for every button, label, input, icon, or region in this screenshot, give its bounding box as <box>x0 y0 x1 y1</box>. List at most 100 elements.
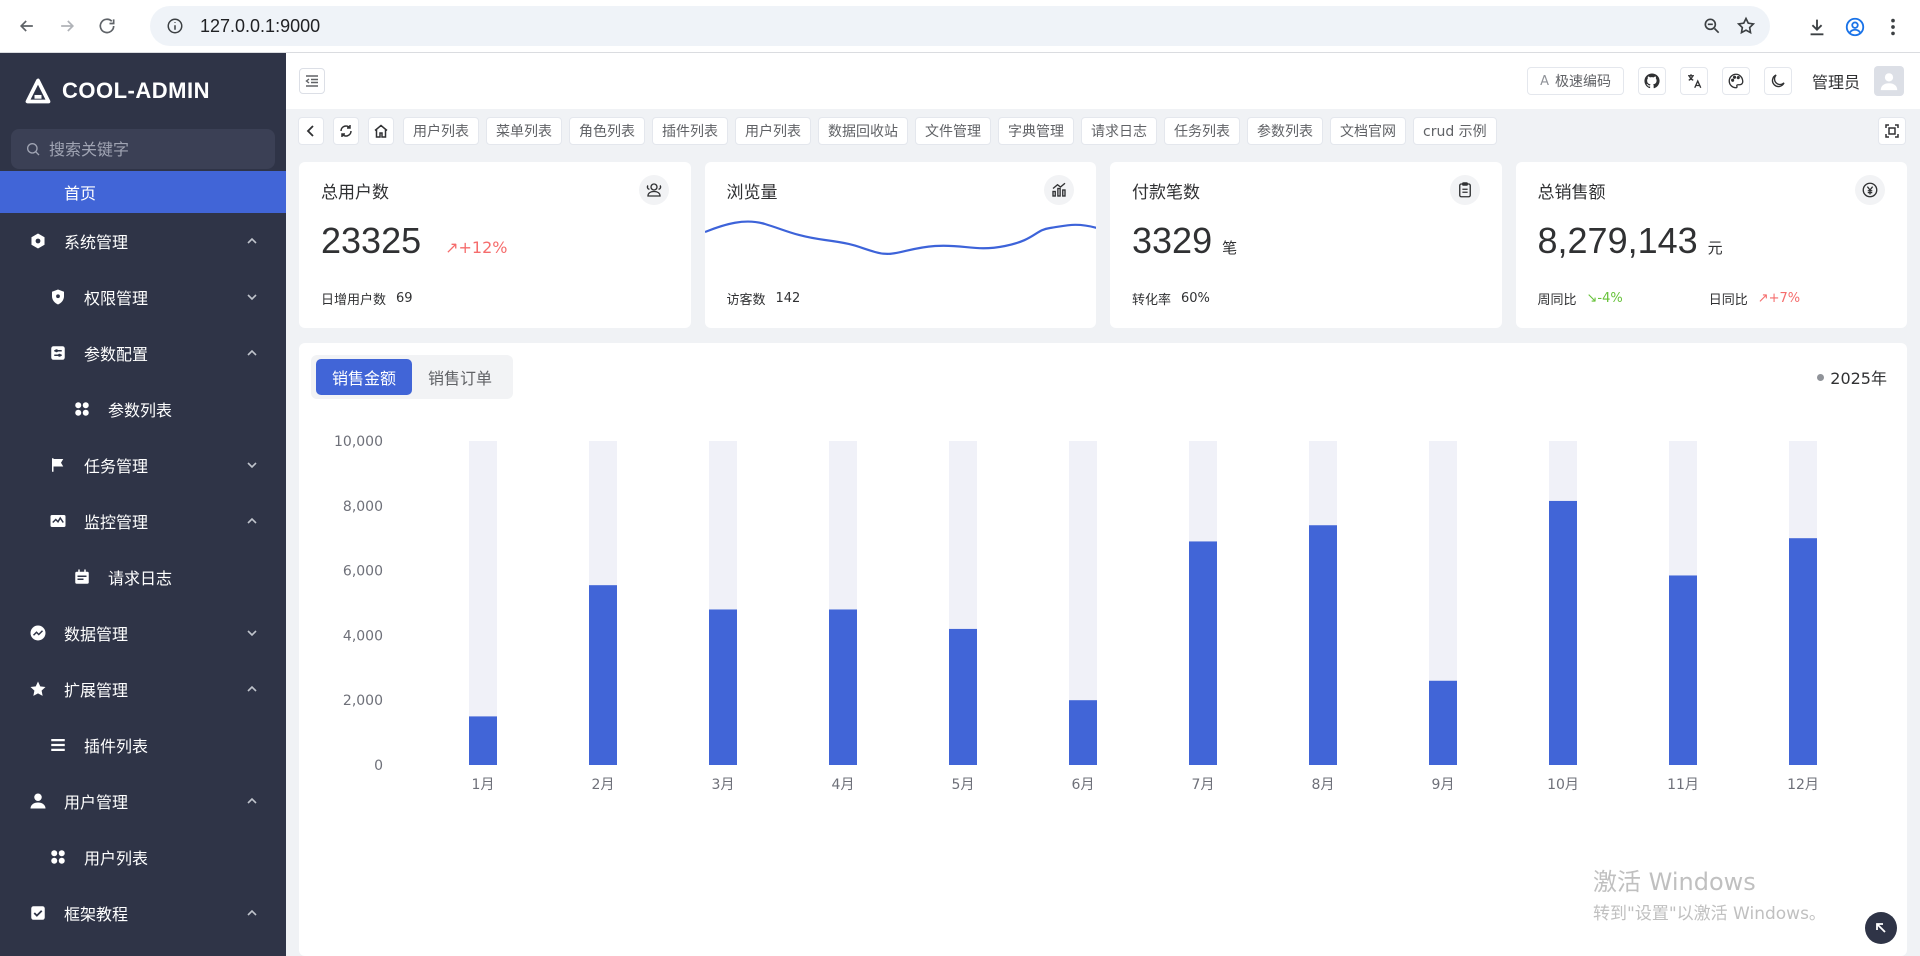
sidebar-item-users[interactable]: 用户管理 <box>0 773 286 829</box>
theme-color-button[interactable] <box>1721 67 1750 95</box>
tab-user-list-2[interactable]: 用户列表 <box>735 117 811 145</box>
refresh-icon <box>340 125 352 137</box>
tab-sales-amount[interactable]: 销售金额 <box>316 359 413 395</box>
user-avatar-icon <box>1880 73 1898 91</box>
bar-5月[interactable] <box>949 628 977 765</box>
sidebar-item-user-list[interactable]: 用户列表 <box>0 829 286 885</box>
tab-file-manage[interactable]: 文件管理 <box>915 117 991 145</box>
fast-code-label: 极速编码 <box>1554 74 1611 90</box>
daily-users-label: 日增用户数 <box>321 293 387 308</box>
fullscreen-button[interactable] <box>1878 117 1906 145</box>
year-selector[interactable]: 2025年 <box>1817 365 1887 389</box>
language-button[interactable] <box>1679 67 1708 95</box>
tab-recycle-bin[interactable]: 数据回收站 <box>818 117 908 145</box>
sidebar-item-params-list[interactable]: 参数列表 <box>0 381 286 437</box>
address-bar[interactable]: 127.0.0.1:9000 <box>150 6 1770 46</box>
tab-sales-orders[interactable]: 销售订单 <box>428 369 493 388</box>
tab-menu-list[interactable]: 菜单列表 <box>486 117 562 145</box>
more-menu-icon[interactable] <box>1882 16 1904 38</box>
bar-9月[interactable] <box>1429 680 1457 765</box>
x-tick-label: 3月 <box>712 777 735 793</box>
tab-task-list[interactable]: 任务列表 <box>1164 117 1240 145</box>
chevron-left-icon <box>306 125 314 137</box>
tab-param-list[interactable]: 参数列表 <box>1247 117 1323 145</box>
back-button[interactable] <box>10 9 44 43</box>
sidebar-item-request-log[interactable]: 请求日志 <box>0 549 286 605</box>
y-tick-label: 4,000 <box>343 628 383 644</box>
bar-11月[interactable] <box>1669 575 1697 765</box>
card-page-views: 浏览量 访客数 142 <box>704 162 1096 328</box>
refresh-button[interactable] <box>333 117 359 145</box>
bar-1月[interactable] <box>469 716 497 765</box>
sales-unit: 元 <box>1707 239 1723 257</box>
total-users-value: 23325 <box>321 220 422 261</box>
visitors-value: 142 <box>775 291 801 306</box>
download-icon[interactable] <box>1806 16 1828 38</box>
chevron-up-icon <box>247 349 257 356</box>
sidebar-item-extension[interactable]: 扩展管理 <box>0 661 286 717</box>
tab-plugin-list[interactable]: 插件列表 <box>652 117 728 145</box>
sidebar-item-data[interactable]: 数据管理 <box>0 605 286 661</box>
x-tick-label: 7月 <box>1192 777 1215 793</box>
search-input[interactable] <box>49 139 249 159</box>
year-dot-icon <box>1817 373 1825 381</box>
bar-4月[interactable] <box>829 609 857 765</box>
day-compare-value: ↗+7% <box>1757 291 1801 306</box>
star-icon <box>28 679 48 699</box>
app-logo[interactable]: COOL-ADMIN <box>0 53 286 129</box>
reload-button[interactable] <box>90 9 124 43</box>
github-button[interactable] <box>1637 67 1666 95</box>
top-header: A 极速编码 管理员 <box>286 53 1920 109</box>
forward-button[interactable] <box>50 9 84 43</box>
url-text[interactable]: 127.0.0.1:9000 <box>200 15 321 36</box>
sidebar-item-tutorial[interactable]: 框架教程 <box>0 885 286 941</box>
chevron-down-icon <box>247 294 257 301</box>
info-icon[interactable] <box>166 17 184 35</box>
sidebar-item-label: 权限管理 <box>84 289 149 308</box>
day-compare-label: 日同比 <box>1708 293 1748 308</box>
tabs-prev-button[interactable] <box>298 117 324 145</box>
home-tab-button[interactable] <box>368 117 394 145</box>
stat-cards: 总用户数 23325 ↗+12% 日增用户数 69 浏览量 访客数 <box>299 162 1907 328</box>
clipboard-icon <box>1449 175 1480 205</box>
tab-crud-demo[interactable]: crud 示例 <box>1413 117 1497 145</box>
avatar[interactable] <box>1874 66 1904 96</box>
chevron-up-icon <box>247 909 257 916</box>
sidebar-item-params-config[interactable]: 参数配置 <box>0 325 286 381</box>
sidebar-item-label: 任务管理 <box>84 457 149 476</box>
bookmark-star-icon[interactable] <box>1736 16 1756 36</box>
dark-mode-button[interactable] <box>1763 67 1792 95</box>
conversion-label: 转化率 <box>1132 293 1172 308</box>
bar-6月[interactable] <box>1069 700 1097 765</box>
sidebar-item-home[interactable]: 首页 <box>0 171 286 213</box>
tab-dict-manage[interactable]: 字典管理 <box>998 117 1074 145</box>
tab-role-list[interactable]: 角色列表 <box>569 117 645 145</box>
sidebar-search[interactable] <box>11 129 275 169</box>
sidebar-item-tasks[interactable]: 任务管理 <box>0 437 286 493</box>
chevron-down-icon <box>247 462 257 469</box>
card-title: 总用户数 <box>321 183 389 203</box>
sidebar-item-monitor[interactable]: 监控管理 <box>0 493 286 549</box>
monitor-chart-icon <box>48 511 68 531</box>
search-icon <box>27 143 40 156</box>
sidebar-item-plugins[interactable]: 插件列表 <box>0 717 286 773</box>
collapse-menu-button[interactable] <box>299 68 325 94</box>
tab-request-log[interactable]: 请求日志 <box>1081 117 1157 145</box>
back-to-top-button[interactable] <box>1865 912 1897 944</box>
tab-docs[interactable]: 文档官网 <box>1330 117 1406 145</box>
profile-icon[interactable] <box>1844 16 1866 38</box>
bar-10月[interactable] <box>1549 500 1577 765</box>
bar-12月[interactable] <box>1789 538 1817 765</box>
bar-8月[interactable] <box>1309 525 1337 765</box>
bar-3月[interactable] <box>709 609 737 765</box>
zoom-icon[interactable] <box>1702 16 1722 36</box>
sidebar-item-permission[interactable]: 权限管理 <box>0 269 286 325</box>
fast-code-button[interactable]: A 极速编码 <box>1527 67 1624 95</box>
bar-7月[interactable] <box>1189 541 1217 765</box>
bar-2月[interactable] <box>589 585 617 765</box>
tab-user-list[interactable]: 用户列表 <box>403 117 479 145</box>
sidebar-item-system[interactable]: 系统管理 <box>0 213 286 269</box>
browser-toolbar: 127.0.0.1:9000 <box>0 0 1920 53</box>
admin-name[interactable]: 管理员 <box>1811 73 1860 92</box>
y-tick-label: 2,000 <box>343 693 383 709</box>
